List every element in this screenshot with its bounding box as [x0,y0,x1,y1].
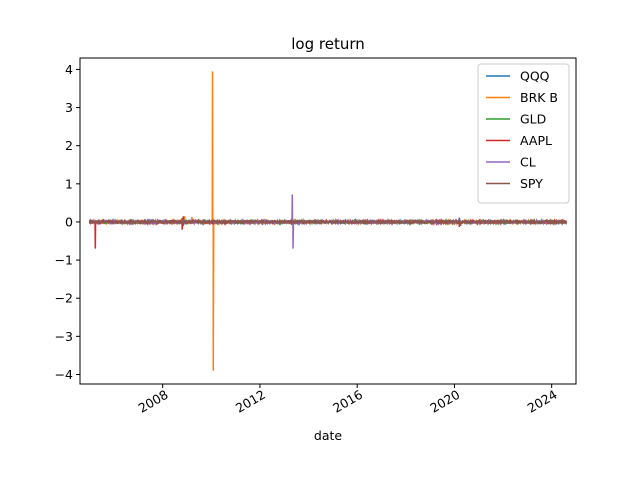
y-tick-label: 4 [65,62,73,77]
y-tick-label: 0 [65,214,73,229]
y-tick-label: 3 [65,100,73,115]
y-tick-label: 1 [65,176,73,191]
x-tick-label: 2024 [525,387,560,416]
legend-entry: AAPL [520,133,552,148]
x-axis: 2008 2012 2016 2020 2024 [136,384,560,416]
legend-entry: CL [520,155,536,170]
x-axis-label: date [314,428,342,443]
legend-entry: SPY [520,176,543,191]
chart-title: log return [291,35,365,53]
legend-entry: BRK B [520,90,558,105]
x-tick-label: 2012 [233,387,268,416]
y-tick-label: −1 [55,253,73,268]
y-tick-label: −4 [55,367,73,382]
series-line-spy [88,218,568,226]
y-tick-label: −3 [55,329,73,344]
series-group [88,71,568,371]
legend: QQQ BRK B GLD AAPL CL SPY [477,63,570,204]
plot-area-frame [79,57,577,385]
y-axis: −4 −3 −2 −1 0 1 2 3 4 [55,62,80,382]
y-tick-label: 2 [65,138,73,153]
legend-entry: QQQ [520,69,550,84]
legend-frame [477,63,570,204]
x-tick-label: 2016 [330,387,365,416]
legend-entry: GLD [520,112,546,127]
x-tick-label: 2020 [427,387,462,416]
y-tick-label: −2 [55,291,73,306]
x-tick-label: 2008 [136,387,171,416]
